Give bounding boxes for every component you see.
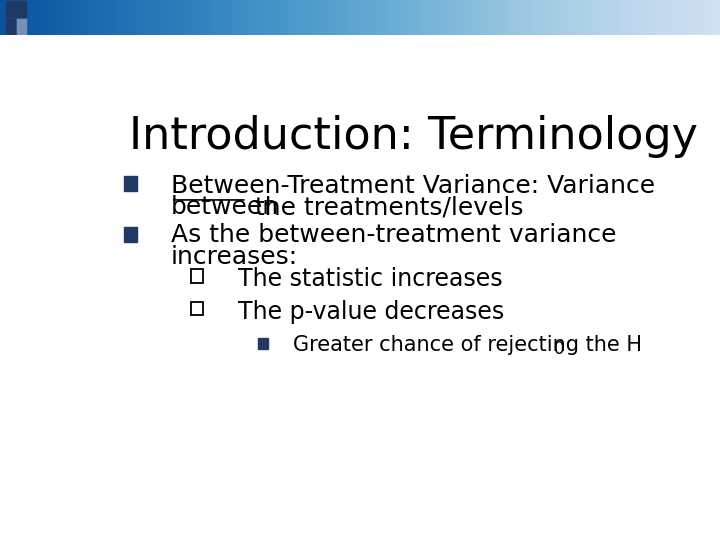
Bar [6, 2, 26, 17]
Text: between: between [171, 195, 279, 219]
Text: 0: 0 [554, 340, 564, 358]
Text: As the between-treatment variance: As the between-treatment variance [171, 223, 616, 247]
Text: The statistic increases: The statistic increases [238, 267, 503, 291]
Bar [258, 338, 268, 349]
Text: Between-Treatment Variance: Variance: Between-Treatment Variance: Variance [171, 174, 655, 198]
Bar [191, 269, 203, 282]
Text: The p-value decreases: The p-value decreases [238, 300, 504, 323]
Text: Greater chance of rejecting the H: Greater chance of rejecting the H [292, 335, 642, 355]
Text: the treatments/levels: the treatments/levels [247, 195, 523, 219]
Bar [17, 19, 26, 33]
Bar [124, 176, 138, 191]
Bar [191, 302, 203, 315]
Bar [6, 19, 15, 33]
Text: Introduction: Terminology: Introduction: Terminology [129, 114, 698, 158]
Bar [124, 227, 138, 241]
Text: increases:: increases: [171, 245, 298, 269]
